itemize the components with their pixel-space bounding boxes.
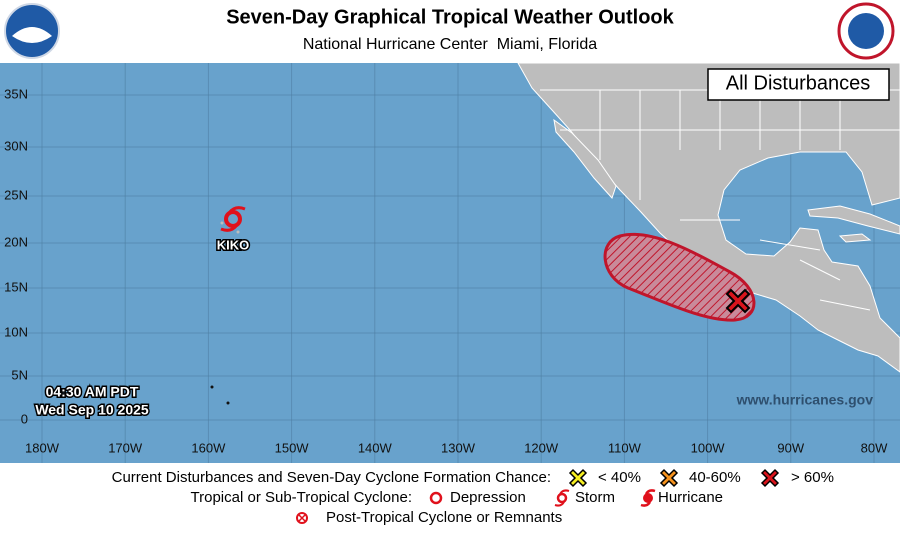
legend-post-tropical: Post-Tropical Cyclone or Remnants	[326, 509, 562, 526]
storm-name: KIKO	[217, 237, 250, 252]
issued-date: Wed Sep 10 2025	[35, 402, 149, 418]
title: Seven-Day Graphical Tropical Weather Out…	[226, 6, 674, 28]
legend-icon-storm	[554, 489, 570, 507]
latitude-label: 35N	[4, 86, 28, 101]
map: KIKO All Disturbances 04:30 AM PDT Wed S…	[0, 63, 900, 463]
longitude-label: 120W	[524, 440, 559, 455]
latitude-label: 15N	[4, 279, 28, 294]
legend-icon-hurricane	[640, 489, 656, 507]
land-cuba	[807, 205, 900, 235]
land-north-central-america	[517, 63, 900, 373]
latitude-label: 0	[21, 411, 28, 426]
latitude-label: 20N	[4, 234, 28, 249]
longitude-label: 80W	[861, 440, 888, 455]
panel-label-box	[707, 68, 890, 101]
legend-cyclone-type: Depression	[450, 489, 526, 506]
longitude-label: 110W	[608, 440, 642, 455]
legend-cyclone-type: Hurricane	[658, 489, 723, 506]
legend-cyclone-type: Storm	[575, 489, 615, 506]
longitude-label: 130W	[441, 440, 476, 455]
noaa-logo-bird	[12, 27, 52, 43]
subtitle: National Hurricane Center Miami, Florida	[303, 36, 597, 53]
island	[220, 221, 224, 225]
legend-disturbances-label: Current Disturbances and Seven-Day Cyclo…	[112, 469, 551, 486]
legend-chance: 40-60%	[689, 469, 741, 486]
issued-time: 04:30 AM PDT	[46, 384, 139, 400]
longitude-label: 100W	[691, 440, 726, 455]
longitude-label: 150W	[275, 440, 310, 455]
latitude-label: 30N	[4, 138, 28, 153]
nws-logo-inner	[848, 13, 884, 49]
legend-icon-high	[760, 468, 780, 488]
longitude-label: 160W	[191, 440, 226, 455]
island	[236, 230, 240, 234]
longitude-label: 90W	[777, 440, 804, 455]
island	[226, 401, 230, 405]
panel-label: All Disturbances	[726, 72, 871, 94]
axis-labels: 35N 30N 25N 20N 15N 10N 5N 0 180W 170W 160W 150W 140…	[4, 86, 888, 455]
latitude-label: 25N	[4, 187, 28, 202]
legend-icon-low	[568, 468, 588, 488]
storm-icon	[220, 206, 246, 232]
legend-chance: > 60%	[791, 469, 834, 486]
website: www.hurricanes.gov	[736, 392, 874, 408]
longitude-label: 170W	[108, 440, 143, 455]
longitude-label: 180W	[25, 440, 60, 455]
legend-icon-medium	[659, 468, 679, 488]
legend-chance: < 40%	[598, 469, 641, 486]
legend-icon-post-tropical	[296, 512, 308, 524]
land-baja	[553, 118, 617, 199]
disturbance-area	[603, 232, 756, 322]
longitude-label: 140W	[358, 440, 393, 455]
disturbance-x-high	[725, 288, 751, 314]
legend-icon-depression	[429, 491, 443, 505]
land-jamaica	[838, 233, 872, 243]
legend-cyclone-label: Tropical or Sub-Tropical Cyclone:	[191, 489, 412, 506]
latitude-label: 10N	[4, 324, 28, 339]
island	[210, 385, 214, 389]
latitude-label: 5N	[11, 367, 28, 382]
